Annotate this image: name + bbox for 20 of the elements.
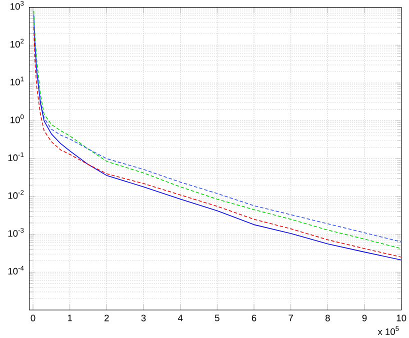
x-tick-label: 6 bbox=[252, 314, 256, 322]
y-tick-label: 10$^{3}$ bbox=[10, 0, 24, 10]
y-tick-label: 10$^{2}$ bbox=[10, 38, 24, 48]
x-tick-label: 0 bbox=[30, 314, 36, 322]
x-tick-label: 2 bbox=[104, 314, 109, 322]
x-tick-label: 8 bbox=[325, 314, 330, 322]
x-tick-label: 9 bbox=[362, 314, 367, 322]
y-tick-label: 10$^{-4}$ bbox=[8, 266, 24, 275]
x-tick-label: 4 bbox=[178, 314, 183, 322]
x-tick-label: 5 bbox=[214, 314, 220, 322]
x-tick-label: 1 bbox=[68, 314, 72, 322]
x-tick-label: 3 bbox=[141, 314, 146, 322]
y-tick-label: 10$^{-2}$ bbox=[8, 190, 24, 199]
text: x 10$^{5}$ bbox=[378, 326, 399, 335]
y-tick-label: 10$^{0}$ bbox=[10, 114, 24, 124]
y-tick-label: 10$^{-1}$ bbox=[8, 152, 24, 162]
x-tick-label: 10 bbox=[396, 314, 406, 322]
x-tick-label: 7 bbox=[288, 314, 293, 322]
y-tick-label: 10$^{1}$ bbox=[10, 76, 24, 86]
y-tick-label: 10$^{-3}$ bbox=[8, 228, 24, 237]
